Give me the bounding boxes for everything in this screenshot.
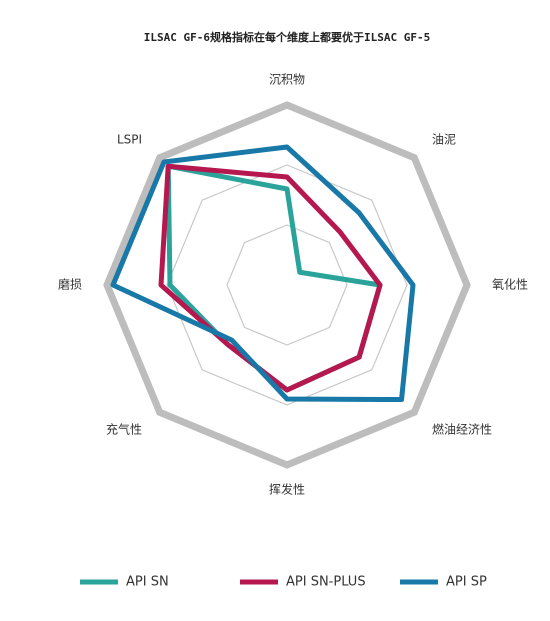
axis-label: 沉积物: [269, 73, 305, 87]
axis-label: LSPI: [117, 133, 142, 147]
axis-label: 充气性: [106, 421, 142, 436]
axis-label: 油泥: [432, 133, 456, 147]
legend-label: API SN: [126, 575, 169, 590]
legend-label: API SN-PLUS: [286, 575, 366, 590]
series-line: [158, 163, 383, 393]
series-line: [110, 144, 416, 403]
grid-ring: [166, 164, 408, 406]
axis-label: 燃油经济性: [432, 421, 492, 436]
chart-title: ILSAC GF-6规格指标在每个维度上都要优于ILSAC GF-5: [144, 30, 430, 44]
axis-label: 氧化性: [492, 278, 528, 292]
grid-ring: [103, 101, 471, 469]
axis-label: 挥发性: [269, 482, 305, 497]
axis-label: 磨损: [58, 278, 82, 292]
grid-ring: [226, 224, 348, 346]
legend-label: API SP: [446, 575, 487, 590]
